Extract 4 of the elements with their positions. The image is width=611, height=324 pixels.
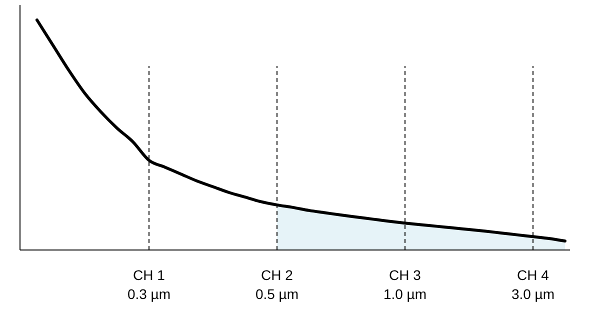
x-tick-label: CH 2 0.5 µm [255,267,299,302]
x-tick-label: CH 3 1.0 µm [383,267,427,302]
x-tick-label: CH 4 3.0 µm [511,267,555,302]
x-tick-label: CH 1 0.3 µm [127,267,171,302]
